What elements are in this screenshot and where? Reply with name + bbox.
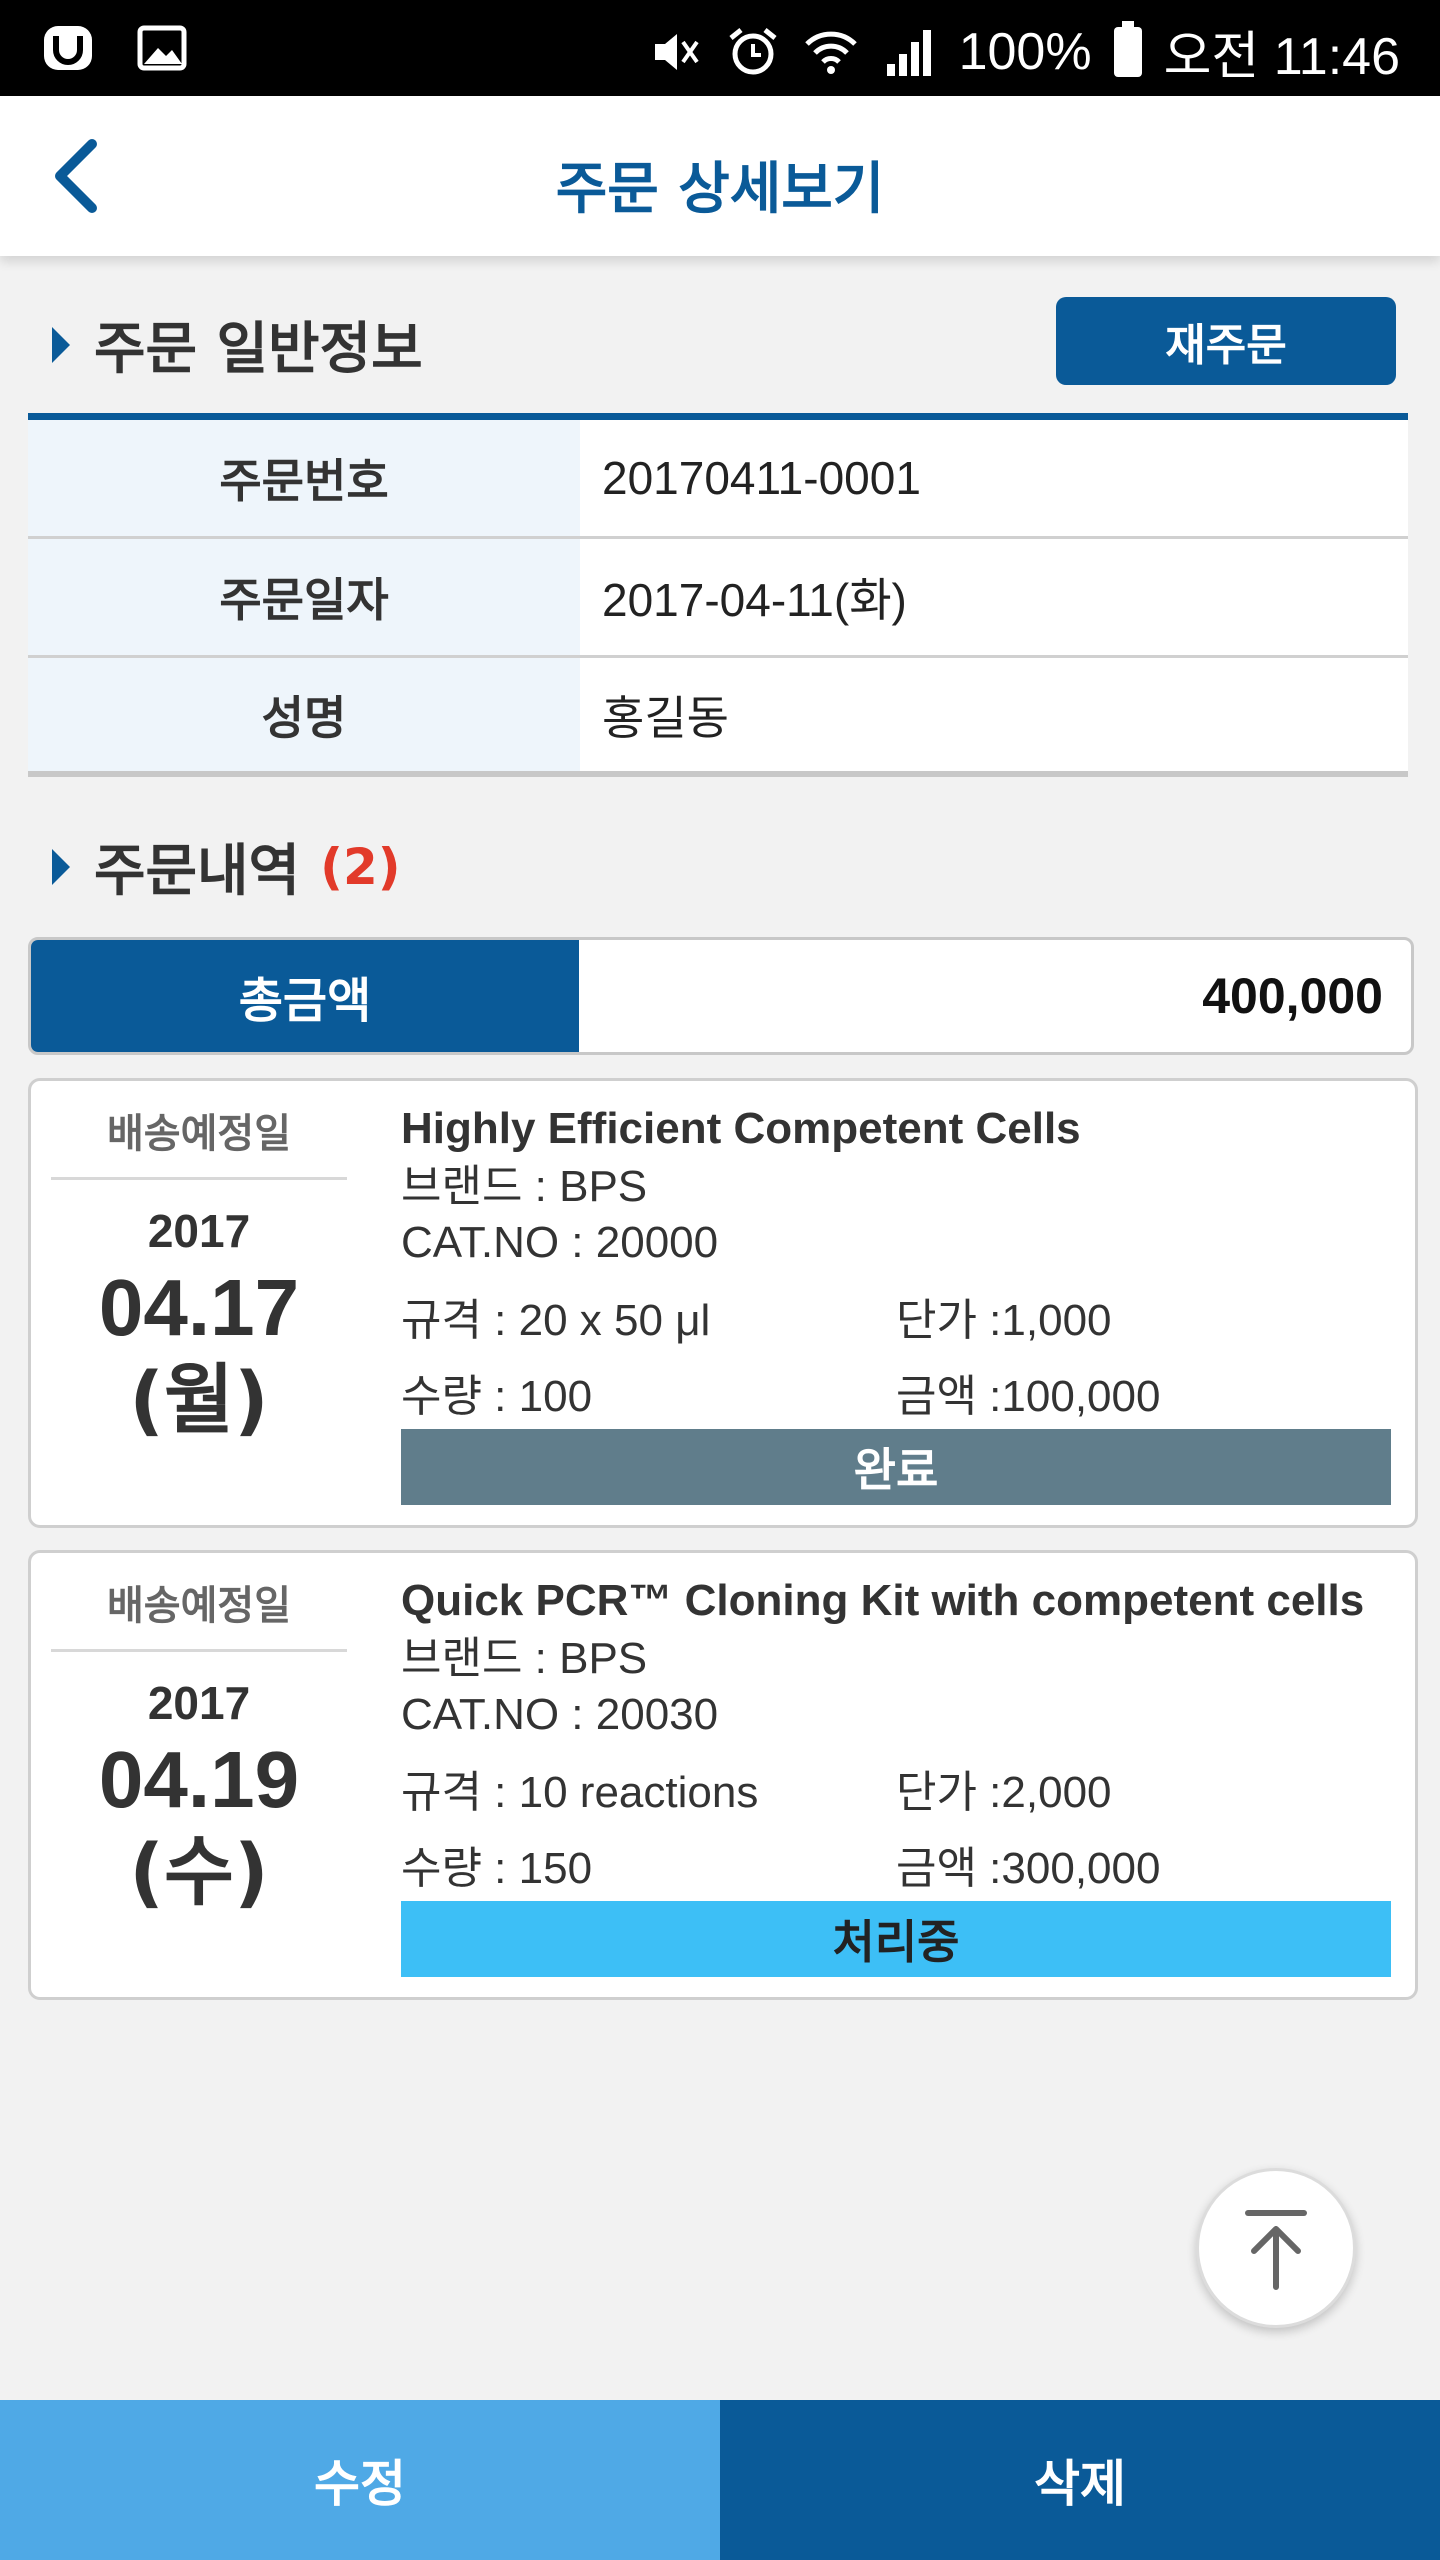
scroll-top-button[interactable] [1196, 2168, 1356, 2328]
product-unit-price: 단가 :2,000 [896, 1768, 1112, 1817]
status-left-icons [40, 20, 190, 76]
product-details: 규격 : 10 reactions 단가 :2,000 수량 : 150 금액 … [401, 1755, 1391, 1907]
alarm-icon [729, 27, 777, 74]
status-bar: 100% 오전 11:46 [0, 0, 1440, 96]
total-amount-box: 총금액 400,000 [28, 937, 1414, 1055]
delivery-month-day: 04.19 [98, 1735, 300, 1824]
info-value: 20170411-0001 [602, 452, 921, 504]
product-amount: 금액 :300,000 [896, 1844, 1161, 1893]
info-value: 홍길동 [602, 691, 729, 744]
delivery-date-label: 배송예정일 [51, 1101, 347, 1180]
product-cat-no: CAT.NO : 20030 [401, 1690, 719, 1739]
product-unit-price: 단가 :1,000 [896, 1296, 1112, 1345]
bottom-action-bar: 수정 삭제 [0, 2400, 1440, 2560]
triangle-bullet-icon [52, 326, 70, 363]
mute-icon [654, 33, 699, 70]
status-right: 100% 오전 11:46 [647, 14, 1400, 89]
info-label: 주문일자 [28, 539, 580, 655]
delete-button[interactable]: 삭제 [720, 2400, 1440, 2560]
order-count-badge: (2) [320, 837, 401, 896]
info-row-order-date: 주문일자 2017-04-11(화) [28, 539, 1408, 658]
product-info: Quick PCR™ Cloning Kit with competent ce… [401, 1571, 1391, 1907]
signal-icon [886, 29, 931, 76]
product-brand: 브랜드 : BPS [401, 1162, 648, 1211]
total-value: 400,000 [1202, 968, 1383, 1024]
product-details: 규격 : 20 x 50 μl 단가 :1,000 수량 : 100 금액 :1… [401, 1283, 1391, 1435]
info-label: 성명 [28, 658, 580, 771]
product-name: Highly Efficient Competent Cells [401, 1104, 1081, 1153]
reorder-button[interactable]: 재주문 [1056, 297, 1396, 385]
chevron-left-icon[interactable] [40, 134, 120, 218]
total-label: 총금액 [31, 940, 579, 1052]
general-info-heading: 주문 일반정보 [52, 304, 423, 385]
delivery-month-day: 04.17 [98, 1263, 300, 1352]
order-list-title: 주문내역 [94, 839, 301, 904]
image-icon [137, 25, 187, 71]
product-amount: 금액 :100,000 [896, 1372, 1161, 1421]
delivery-year: 2017 [147, 1677, 251, 1729]
info-row-order-number: 주문번호 20170411-0001 [28, 420, 1408, 539]
product-name: Quick PCR™ Cloning Kit with competent ce… [401, 1576, 1365, 1625]
product-brand: 브랜드 : BPS [401, 1634, 648, 1683]
product-spec: 규격 : 10 reactions [401, 1768, 759, 1817]
product-spec: 규격 : 20 x 50 μl [401, 1296, 711, 1345]
order-item-card[interactable]: 배송예정일 2017 04.19 (수) Quick PCR™ Cloning … [28, 1550, 1418, 2000]
order-item-card[interactable]: 배송예정일 2017 04.17 (월) Highly Efficient Co… [28, 1078, 1418, 1528]
order-status-badge: 완료 [401, 1429, 1391, 1505]
triangle-bullet-icon [52, 848, 70, 885]
battery-percent: 100% [958, 22, 1092, 81]
wifi-icon [804, 31, 857, 74]
product-info: Highly Efficient Competent Cells 브랜드 : B… [401, 1099, 1391, 1435]
delivery-year: 2017 [147, 1205, 251, 1257]
general-info-title: 주문 일반정보 [94, 317, 423, 382]
page-title: 주문 상세보기 [555, 157, 885, 222]
delivery-date: 배송예정일 2017 04.17 (월) [51, 1101, 347, 1446]
delivery-date-label: 배송예정일 [51, 1573, 347, 1652]
general-info-table: 주문번호 20170411-0001 주문일자 2017-04-11(화) 성명… [28, 413, 1408, 777]
product-quantity: 수량 : 150 [401, 1844, 593, 1893]
u-plus-icon [44, 26, 92, 70]
info-row-name: 성명 홍길동 [28, 658, 1408, 777]
app-bar: 주문 상세보기 [0, 96, 1440, 256]
product-cat-no: CAT.NO : 20000 [401, 1218, 719, 1267]
delivery-weekday: (월) [129, 1355, 269, 1444]
delivery-date: 배송예정일 2017 04.19 (수) [51, 1573, 347, 1918]
order-list-heading: 주문내역 (2) [52, 826, 401, 907]
info-label: 주문번호 [28, 420, 580, 536]
info-value: 2017-04-11(화) [602, 574, 907, 626]
product-quantity: 수량 : 100 [401, 1372, 593, 1421]
order-status-badge: 처리중 [401, 1901, 1391, 1977]
clock: 오전 11:46 [1163, 28, 1400, 86]
arrow-up-to-top-icon [1245, 2210, 1307, 2290]
delivery-weekday: (수) [129, 1827, 269, 1916]
battery-icon [1113, 20, 1142, 77]
edit-button[interactable]: 수정 [0, 2400, 720, 2560]
